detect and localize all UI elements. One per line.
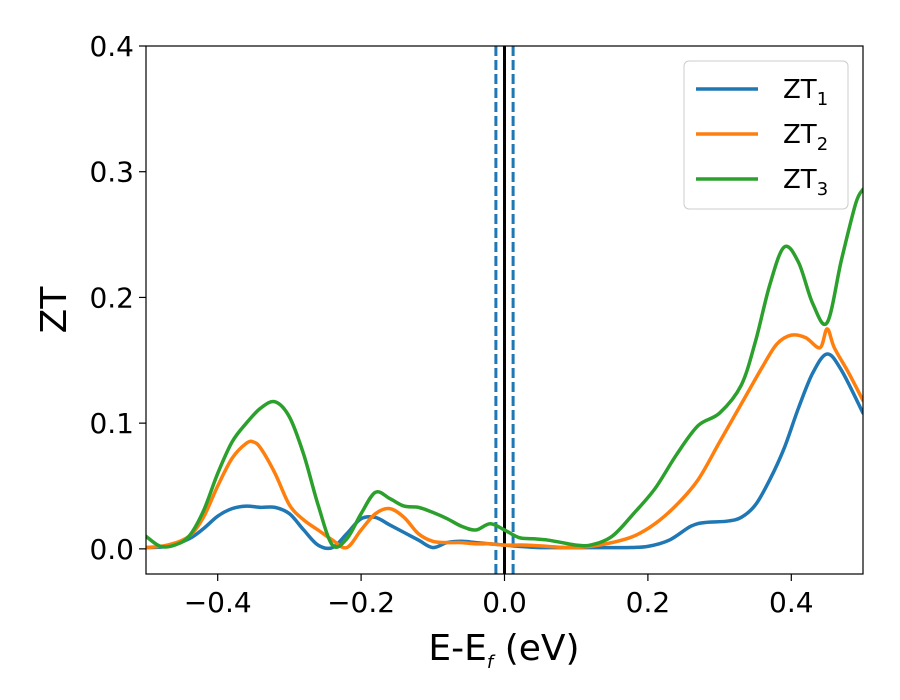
fermi-level-lines — [494, 46, 515, 574]
y-axis-label: ZT — [34, 286, 75, 334]
legend: ZT1 ZT2 ZT3 — [683, 60, 849, 210]
x-tick-label: −0.2 — [327, 586, 395, 619]
y-tick-label: 0.0 — [89, 533, 134, 566]
x-tick-label: 0.0 — [482, 586, 527, 619]
legend-label: ZT1 — [783, 75, 828, 110]
legend-label: ZT2 — [783, 120, 828, 155]
series-line-zt3 — [146, 187, 863, 549]
y-tick-label: 0.1 — [89, 407, 134, 440]
legend-label: ZT3 — [783, 165, 828, 200]
y-tick-label: 0.4 — [89, 30, 134, 63]
y-tick-label: 0.3 — [89, 156, 134, 189]
y-tick-label: 0.2 — [89, 281, 134, 314]
series-line-zt2 — [146, 327, 863, 550]
y-axis: 0.0 0.1 0.2 0.3 0.4 — [89, 30, 146, 566]
x-axis-label: E-Ef (eV) — [428, 628, 579, 673]
x-axis: −0.4 −0.2 0.0 0.2 0.4 — [184, 574, 814, 619]
series-group — [146, 187, 863, 551]
x-tick-label: 0.4 — [769, 586, 814, 619]
legend-box — [683, 60, 849, 210]
x-tick-label: 0.2 — [626, 586, 671, 619]
x-tick-label: −0.4 — [184, 586, 252, 619]
